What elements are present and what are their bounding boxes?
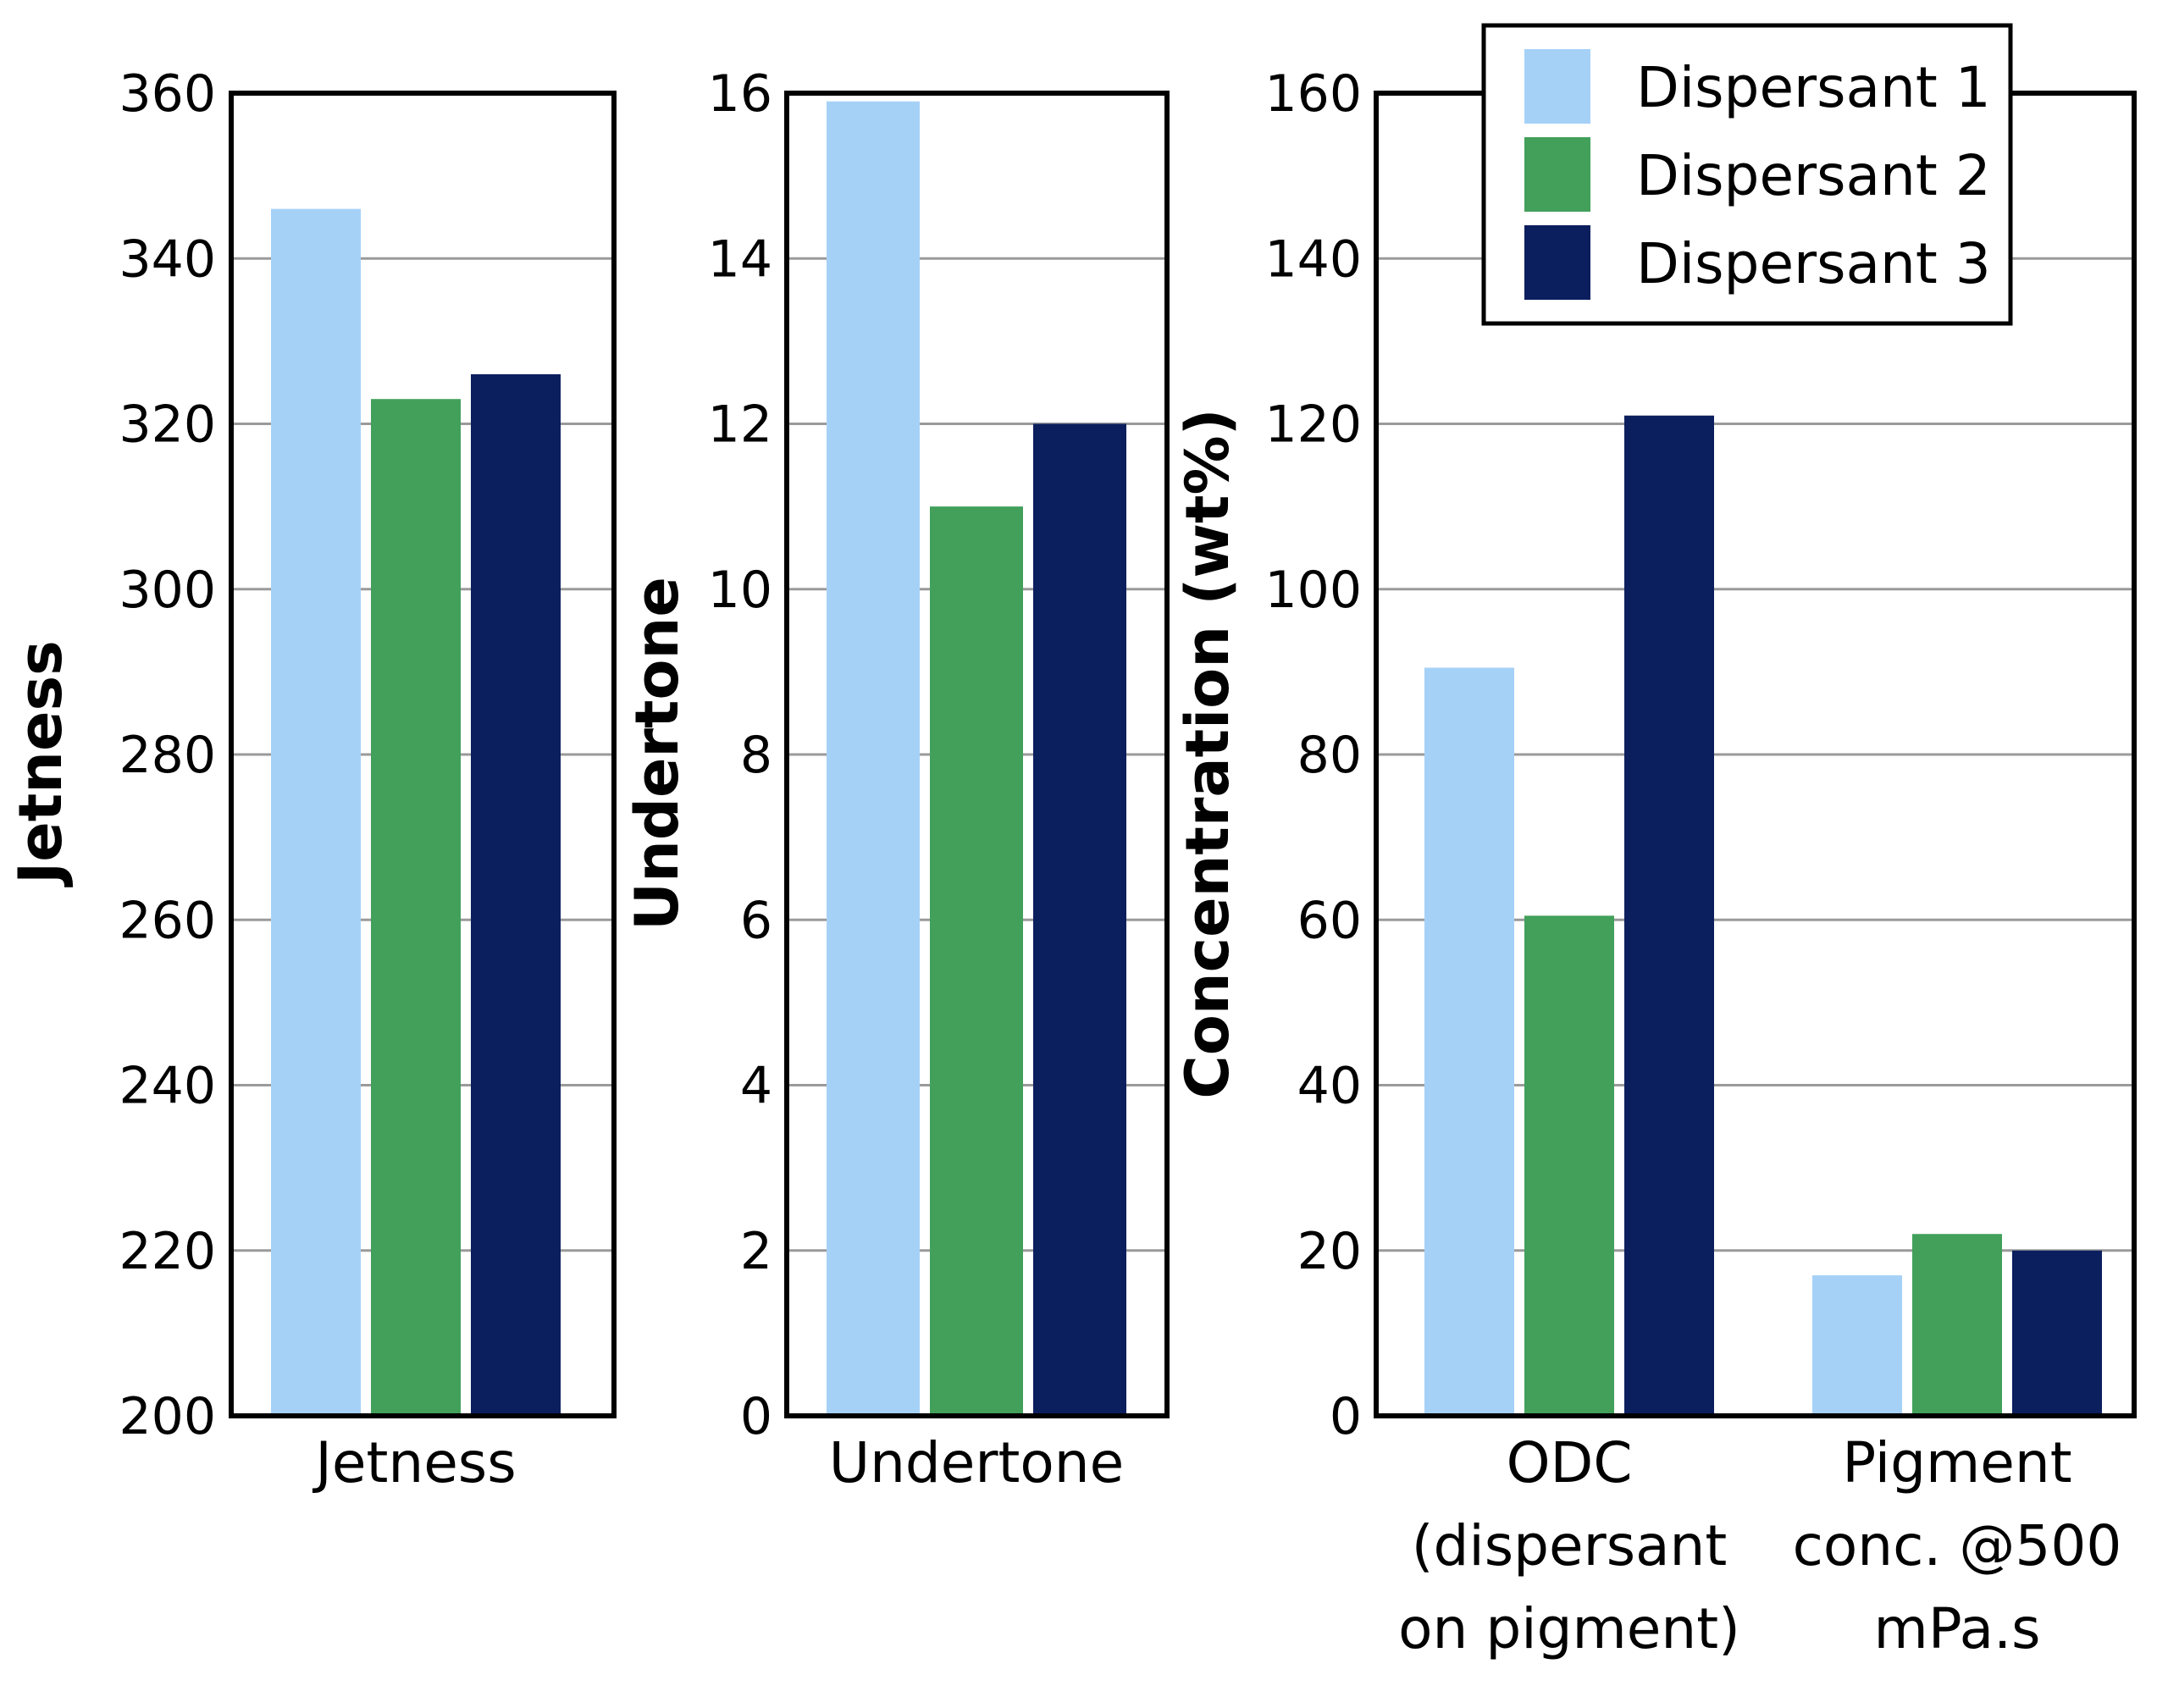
y-tick-label: 360 <box>119 64 216 124</box>
bar-dispersant-3 <box>471 373 561 1416</box>
y-tick-label: 200 <box>119 1387 216 1446</box>
bar-dispersant-3 <box>2012 1250 2102 1416</box>
y-tick-label: 220 <box>119 1222 216 1281</box>
y-axis-label: Concentration (wt%) <box>1173 408 1242 1098</box>
x-category-label: on pigment) <box>1398 1596 1740 1661</box>
y-tick-label: 14 <box>708 229 772 289</box>
bar-dispersant-2 <box>371 399 461 1416</box>
y-tick-label: 120 <box>1264 395 1362 455</box>
legend-label: Dispersant 2 <box>1636 143 1991 208</box>
y-axis-label: Undertone <box>622 577 692 931</box>
y-tick-label: 300 <box>119 561 216 620</box>
y-tick-label: 16 <box>708 64 772 124</box>
y-tick-label: 280 <box>119 726 216 785</box>
x-category-label: Jetness <box>312 1430 516 1495</box>
y-tick-label: 60 <box>1297 891 1362 950</box>
bar-dispersant-1 <box>1424 667 1514 1416</box>
y-tick-label: 320 <box>119 395 216 455</box>
x-category-label: mPa.s <box>1874 1596 2041 1661</box>
y-tick-label: 160 <box>1264 64 1362 124</box>
y-tick-label: 8 <box>740 726 772 785</box>
y-tick-label: 0 <box>740 1387 772 1446</box>
y-axis-label: Jetness <box>6 640 75 887</box>
y-tick-label: 40 <box>1297 1057 1362 1116</box>
y-tick-label: 20 <box>1297 1222 1362 1281</box>
y-tick-label: 340 <box>119 229 216 289</box>
legend-label: Dispersant 3 <box>1636 231 1991 296</box>
x-category-label: conc. @500 <box>1793 1513 2122 1578</box>
jetness-panel: 200 220 240 260 280 300 320 340 360 Jetness Jetnes… <box>6 64 617 1495</box>
y-tick-label: 2 <box>740 1222 772 1281</box>
y-tick-label: 10 <box>708 561 772 620</box>
x-category-label: ODC <box>1507 1430 1633 1495</box>
legend-swatch <box>1524 49 1590 124</box>
bar-dispersant-1 <box>1812 1275 1902 1416</box>
y-tick-label: 80 <box>1297 726 1362 785</box>
y-tick-label: 12 <box>708 395 772 455</box>
x-category-label: (dispersant <box>1412 1513 1728 1578</box>
y-tick-label: 240 <box>119 1057 216 1116</box>
bar-dispersant-2 <box>930 506 1023 1416</box>
y-tick-label: 4 <box>740 1057 772 1116</box>
bar-dispersant-3 <box>1624 415 1714 1416</box>
y-tick-label: 100 <box>1264 561 1362 620</box>
undertone-panel: 0 2 4 6 8 10 12 14 16 Undertone Undertone <box>622 64 1170 1495</box>
legend-label: Dispersant 1 <box>1636 55 1991 120</box>
plot-frame <box>229 91 617 1418</box>
y-tick-label: 140 <box>1264 229 1362 289</box>
legend-swatch <box>1524 137 1590 212</box>
bar-dispersant-2 <box>1524 915 1614 1416</box>
bar-dispersant-3 <box>1033 423 1126 1416</box>
plot-frame <box>784 91 1170 1418</box>
x-category-label: Undertone <box>829 1430 1124 1495</box>
legend-swatch <box>1524 225 1590 300</box>
y-tick-label: 0 <box>1330 1387 1362 1446</box>
y-tick-label: 6 <box>740 891 772 950</box>
bar-dispersant-1 <box>827 101 920 1417</box>
y-tick-label: 260 <box>119 891 216 950</box>
bar-dispersant-2 <box>1912 1234 2002 1416</box>
legend: Dispersant 1 Dispersant 2 Dispersant 3 <box>1481 23 2013 326</box>
bar-dispersant-1 <box>271 208 361 1416</box>
x-category-label: Pigment <box>1842 1430 2071 1495</box>
